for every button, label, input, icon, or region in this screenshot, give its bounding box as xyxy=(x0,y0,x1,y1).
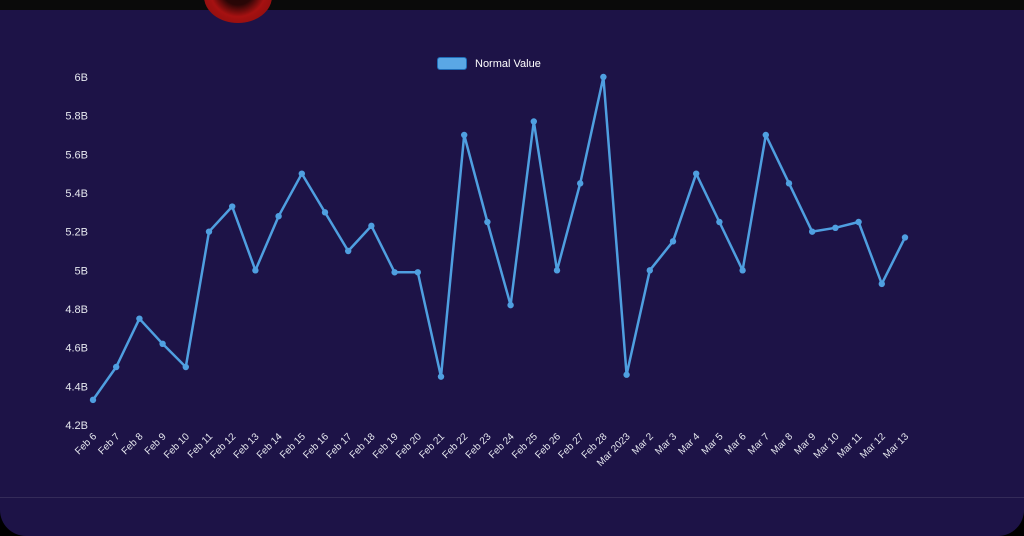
data-point[interactable] xyxy=(693,170,700,177)
data-point[interactable] xyxy=(530,118,537,125)
top-bar xyxy=(0,0,1024,10)
x-axis-label: Feb 7 xyxy=(96,431,122,457)
data-point[interactable] xyxy=(739,267,746,274)
data-point[interactable] xyxy=(762,131,769,139)
data-point[interactable] xyxy=(205,228,213,235)
data-point[interactable] xyxy=(159,340,166,347)
data-point[interactable] xyxy=(669,238,677,245)
data-point[interactable] xyxy=(507,301,514,309)
data-point[interactable] xyxy=(252,267,259,274)
x-axis-label: Feb 10 xyxy=(162,431,192,461)
y-axis-label: 4.4B xyxy=(65,381,88,393)
data-point[interactable] xyxy=(182,363,189,371)
x-axis-label: Mar 6 xyxy=(723,431,749,457)
data-point[interactable] xyxy=(832,224,839,231)
x-axis-label: Feb 6 xyxy=(73,431,99,457)
data-point[interactable] xyxy=(484,218,491,226)
y-axis-label: 5B xyxy=(75,265,88,277)
y-axis-label: 4.8B xyxy=(65,304,88,316)
data-point[interactable] xyxy=(553,267,561,274)
legend-label: Normal Value xyxy=(475,57,541,70)
data-point[interactable] xyxy=(577,180,584,187)
y-axis-label: 4.2B xyxy=(65,420,88,432)
data-point[interactable] xyxy=(901,234,909,241)
data-point[interactable] xyxy=(391,269,398,276)
x-axis-label: Mar 8 xyxy=(769,431,795,457)
data-point[interactable] xyxy=(89,396,97,404)
x-axis-label: Mar 5 xyxy=(700,431,726,457)
data-point[interactable] xyxy=(716,218,723,226)
x-axis-label: Feb 8 xyxy=(120,431,146,457)
y-axis-label: 6B xyxy=(75,72,88,84)
data-point[interactable] xyxy=(461,131,468,139)
data-point[interactable] xyxy=(275,213,282,220)
data-point[interactable] xyxy=(437,373,445,380)
divider xyxy=(0,497,1024,498)
data-point[interactable] xyxy=(855,218,862,226)
x-axis-label: Mar 3 xyxy=(653,431,679,457)
data-point[interactable] xyxy=(623,371,630,378)
data-point[interactable] xyxy=(345,247,352,255)
x-axis-label: Mar 7 xyxy=(746,431,772,457)
series-line xyxy=(91,75,907,402)
data-point[interactable] xyxy=(136,315,143,322)
data-point[interactable] xyxy=(809,228,816,235)
data-point[interactable] xyxy=(229,203,236,210)
y-axis-label: 4.6B xyxy=(65,343,88,355)
legend-swatch-icon xyxy=(437,57,467,70)
data-point[interactable] xyxy=(600,73,607,81)
chart-panel xyxy=(0,10,1024,536)
legend[interactable]: Normal Value xyxy=(437,57,541,70)
x-axis-label: Mar 10 xyxy=(812,431,842,461)
data-point[interactable] xyxy=(785,180,793,187)
y-axis-label: 5.4B xyxy=(65,188,88,200)
red-logo-icon xyxy=(204,0,272,23)
x-axis-label: Mar 4 xyxy=(676,431,702,457)
data-point[interactable] xyxy=(298,170,305,177)
x-axis-label: Mar 13 xyxy=(881,431,911,461)
data-point[interactable] xyxy=(368,222,375,230)
y-axis-label: 5.8B xyxy=(65,111,88,123)
y-axis-label: 5.6B xyxy=(65,149,88,161)
data-point[interactable] xyxy=(878,280,885,288)
data-point[interactable] xyxy=(113,363,120,371)
data-point[interactable] xyxy=(321,209,329,216)
data-point[interactable] xyxy=(414,269,421,276)
data-point[interactable] xyxy=(646,267,653,274)
x-axis-label: Mar 2 xyxy=(630,431,656,457)
y-axis-label: 5.2B xyxy=(65,227,88,239)
